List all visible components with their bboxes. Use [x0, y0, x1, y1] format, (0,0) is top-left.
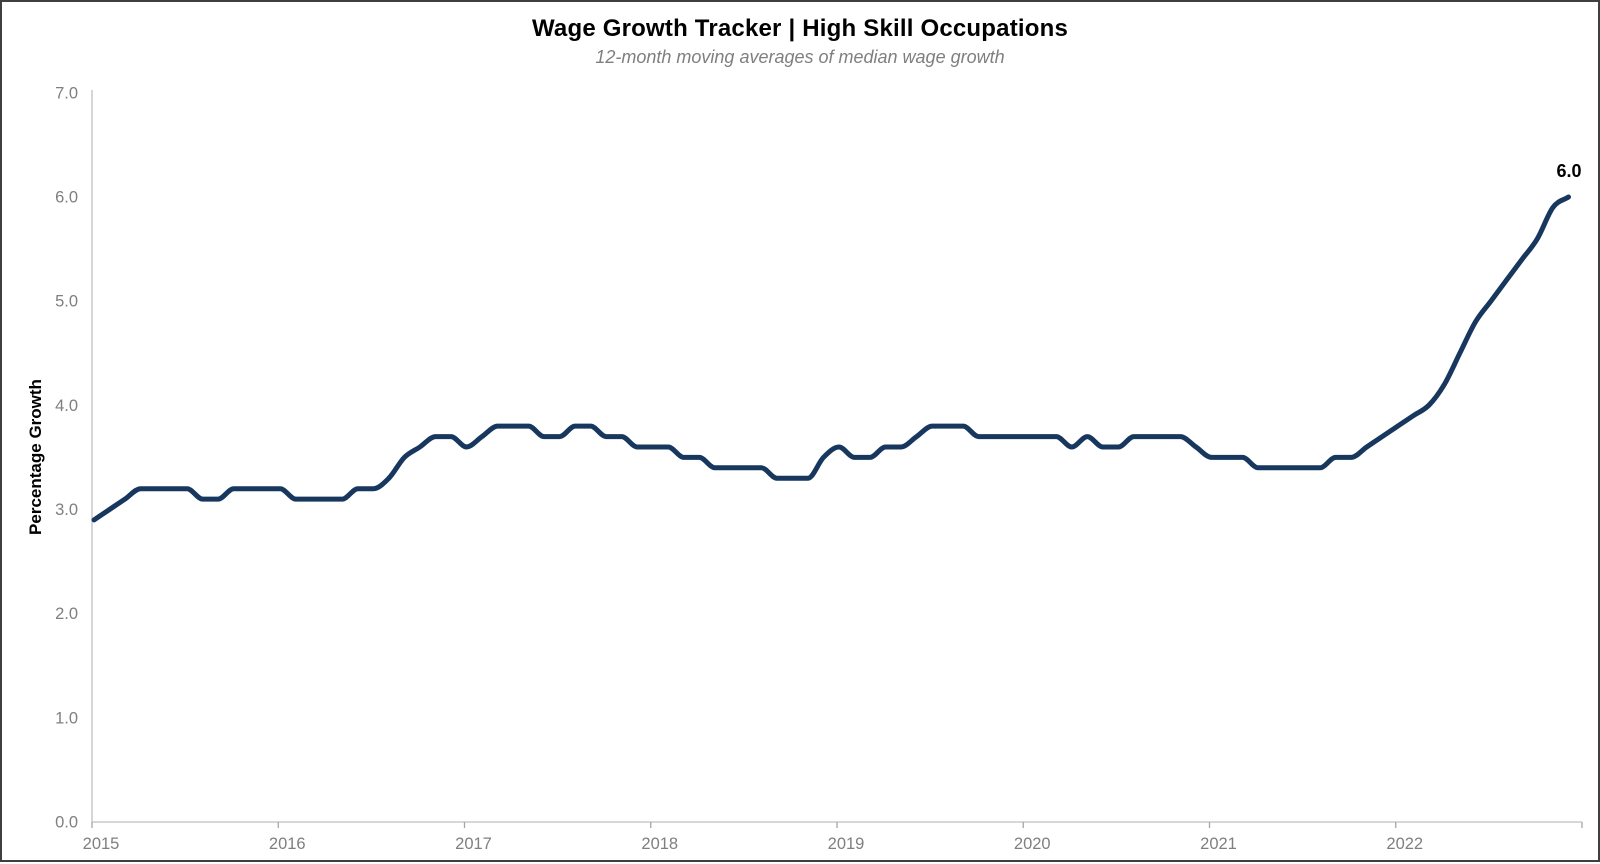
y-axis-label: 7.0 — [55, 84, 78, 102]
y-axis-label: 2.0 — [55, 605, 78, 623]
chart-subtitle: 12-month moving averages of median wage … — [595, 47, 1005, 67]
x-axis-label: 2022 — [1386, 835, 1423, 853]
x-axis-label: 2020 — [1014, 835, 1051, 853]
x-axis-label: 2018 — [641, 835, 678, 853]
x-axis-label: 2017 — [455, 835, 492, 853]
y-axis-label: 3.0 — [55, 501, 78, 519]
y-axis-label: 6.0 — [55, 188, 78, 206]
last-point-data-label: 6.0 — [1556, 161, 1582, 181]
wage-growth-series-line — [91, 194, 1571, 523]
x-axis-label: 2015 — [83, 835, 120, 853]
y-axis-label: 0.0 — [55, 814, 78, 832]
y-axis-label: 5.0 — [55, 293, 78, 311]
x-axis-label: 2019 — [828, 835, 865, 853]
y-axis-label: 1.0 — [55, 709, 78, 727]
y-axis-label: 4.0 — [55, 397, 78, 415]
x-axis-label: 2021 — [1200, 835, 1237, 853]
chart-title: Wage Growth Tracker | High Skill Occupat… — [531, 15, 1069, 42]
x-axis-label: 2016 — [269, 835, 306, 853]
